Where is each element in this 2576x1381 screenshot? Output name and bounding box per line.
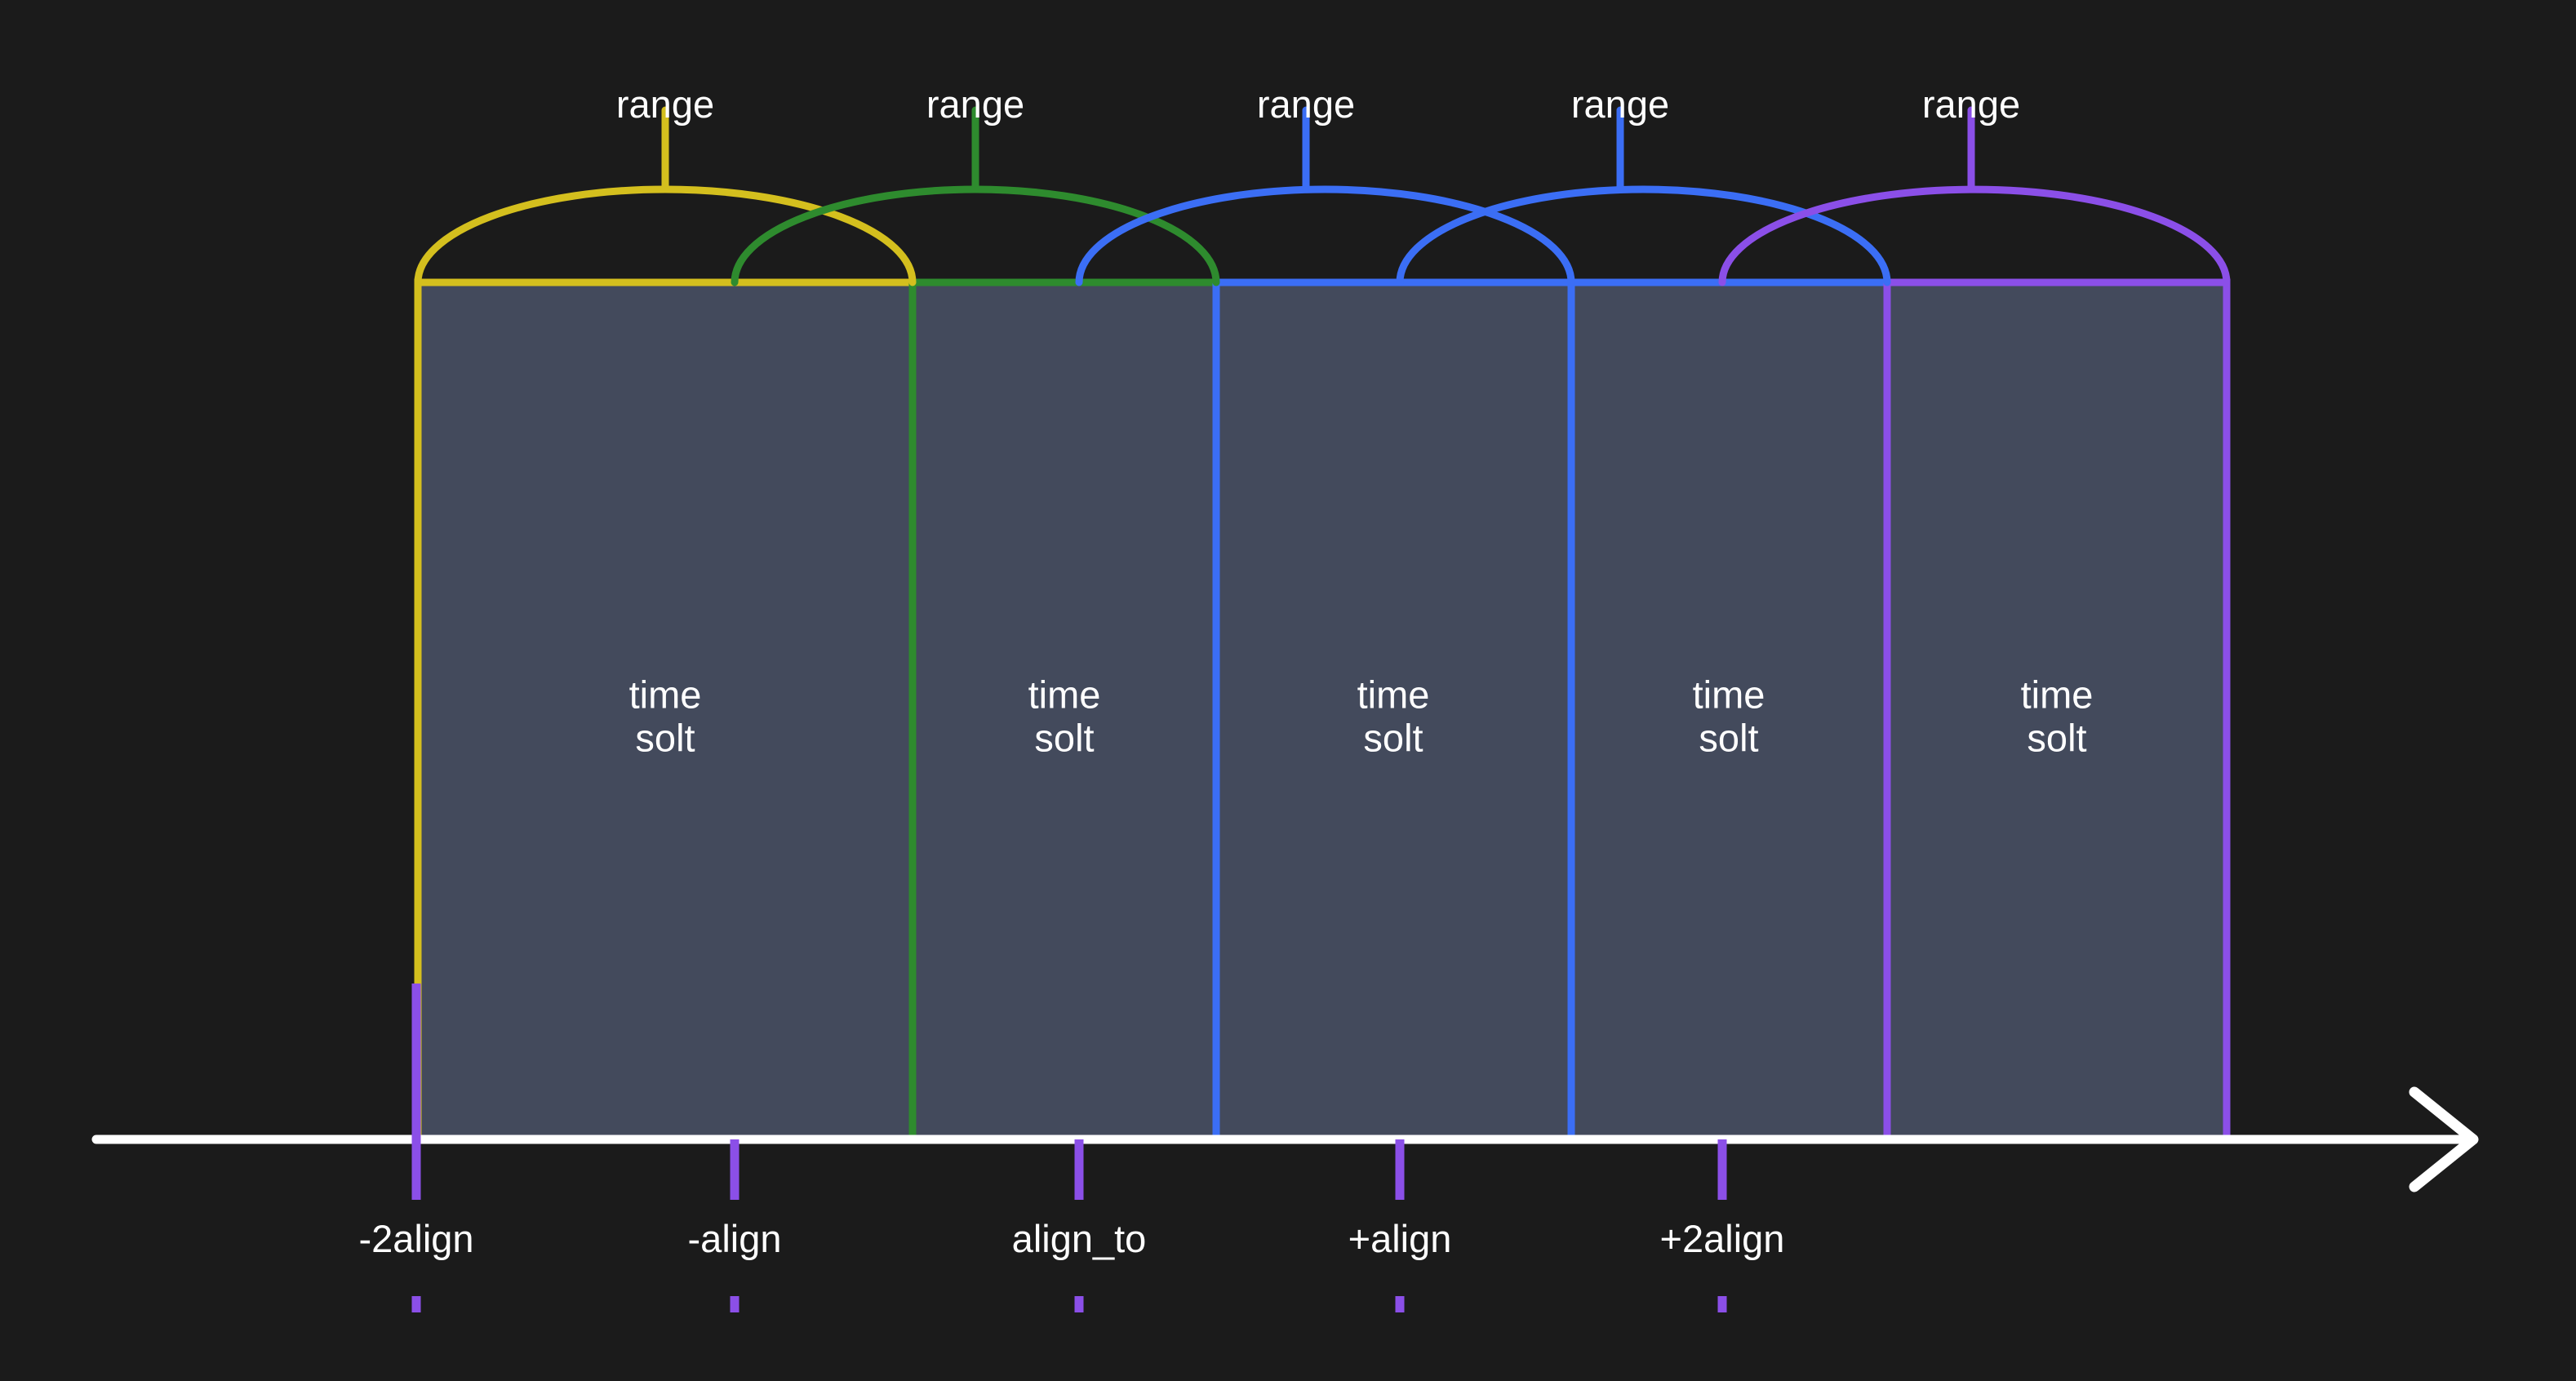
time-slot-box-2 [1216, 282, 1571, 1139]
range-arcs [414, 106, 2231, 286]
time-slot-box-0 [418, 282, 913, 1139]
range-arc-2 [1075, 185, 1575, 286]
range-arc-4 [1718, 185, 2231, 286]
time-slot-box-4 [1887, 282, 2227, 1139]
axis-group [91, 1086, 2479, 1192]
time-slot-box-3 [1571, 282, 1887, 1139]
axis-ticks [411, 984, 1727, 1312]
axis-arrow-icon [2409, 1086, 2479, 1192]
range-arc-3 [1396, 185, 1891, 286]
time-slot-boxes [414, 278, 2231, 1143]
time-slot-box-1 [913, 282, 1216, 1139]
